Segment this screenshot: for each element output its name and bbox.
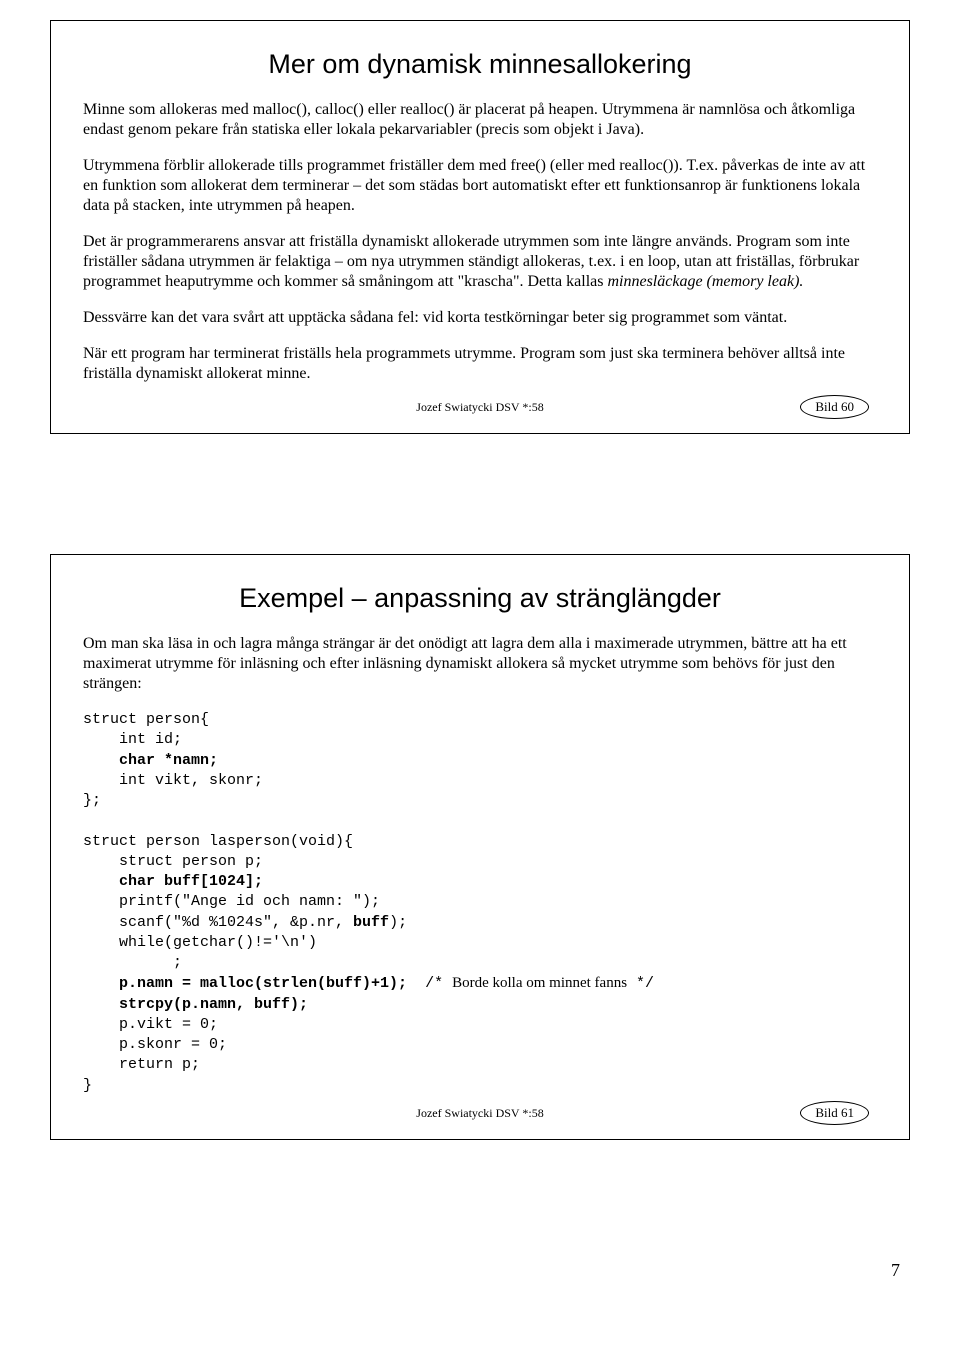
page-number: 7 <box>50 1260 910 1281</box>
code-l14e: */ <box>627 975 654 992</box>
code-l14c: /* <box>407 975 452 992</box>
slide-1-para-4: Dessvärre kan det vara svårt att upptäck… <box>83 308 877 328</box>
code-l11c: ); <box>389 914 407 931</box>
code-l2: int id; <box>83 731 182 748</box>
slide-1: Mer om dynamisk minnesallokering Minne s… <box>50 20 910 434</box>
slide-1-para-1: Minne som allokeras med malloc(), calloc… <box>83 100 877 140</box>
slide-2-intro: Om man ska läsa in och lagra många strän… <box>83 634 877 694</box>
code-l18: return p; <box>83 1056 200 1073</box>
code-l11: scanf("%d %1024s", &p.nr, <box>83 914 353 931</box>
slide-2-badge: Bild 61 <box>800 1101 869 1125</box>
slide-1-badge: Bild 60 <box>800 395 869 419</box>
slide-2-title: Exempel – anpassning av stränglängder <box>83 583 877 614</box>
code-l7: struct person lasperson(void){ <box>83 833 353 850</box>
code-l14d: Borde kolla om minnet fanns <box>452 975 627 991</box>
code-l17: p.skonr = 0; <box>83 1036 227 1053</box>
slide-1-para-3-italic: minnesläckage (memory leak). <box>607 273 803 290</box>
code-l12: while(getchar()!='\n') <box>83 934 317 951</box>
slide-1-footer: Jozef Swiatycki DSV *:58 <box>83 400 877 415</box>
code-l10: printf("Ange id och namn: "); <box>83 893 380 910</box>
code-l9: char buff[1024]; <box>83 873 263 890</box>
code-l3: char *namn; <box>83 752 218 769</box>
code-block: struct person{ int id; char *namn; int v… <box>83 710 877 1096</box>
code-l5: }; <box>83 792 101 809</box>
code-l11b: buff <box>353 914 389 931</box>
code-l14a: p.namn = malloc(strlen(buff)+1); <box>83 975 407 992</box>
slide-1-para-2: Utrymmena förblir allokerade tills progr… <box>83 156 877 216</box>
slide-1-para-5: När ett program har terminerat friställs… <box>83 344 877 384</box>
code-l15: strcpy(p.namn, buff); <box>83 996 308 1013</box>
code-l1: struct person{ <box>83 711 209 728</box>
code-l4: int vikt, skonr; <box>83 772 263 789</box>
slide-2-footer: Jozef Swiatycki DSV *:58 <box>83 1106 877 1121</box>
code-l13: ; <box>83 954 182 971</box>
slide-2: Exempel – anpassning av stränglängder Om… <box>50 554 910 1140</box>
slide-1-para-3: Det är programmerarens ansvar att fristä… <box>83 232 877 292</box>
code-l8: struct person p; <box>83 853 263 870</box>
code-l16: p.vikt = 0; <box>83 1016 218 1033</box>
code-l19: } <box>83 1077 92 1094</box>
slide-1-title: Mer om dynamisk minnesallokering <box>83 49 877 80</box>
